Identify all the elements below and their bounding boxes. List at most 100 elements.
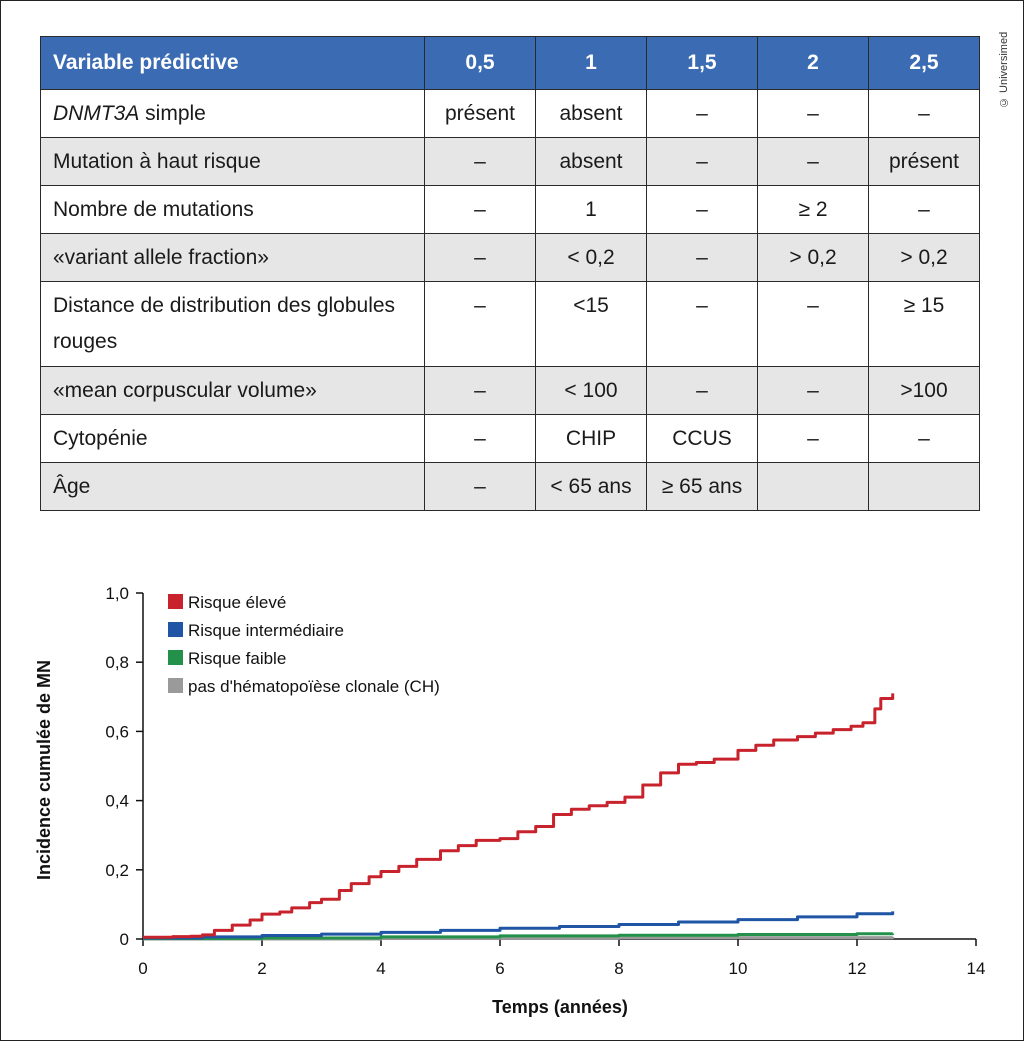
table-row: DNMT3A simple présent absent – – – bbox=[40, 89, 980, 138]
row-label: Nombre de mutations bbox=[40, 185, 425, 234]
y-tick-label: 0,2 bbox=[105, 861, 129, 880]
series-line-0 bbox=[143, 693, 895, 939]
table-cell: – bbox=[646, 137, 758, 186]
row-label: «mean corpuscular volume» bbox=[40, 366, 425, 415]
x-tick-label: 0 bbox=[138, 959, 147, 978]
table-cell: présent bbox=[424, 89, 536, 138]
y-tick-label: 0,4 bbox=[105, 792, 129, 811]
table-cell: CHIP bbox=[535, 414, 647, 463]
row-label-text: Distance de distribution des globules ro… bbox=[53, 294, 396, 353]
table-row: Âge – < 65 ans ≥ 65 ans bbox=[40, 462, 980, 511]
table-cell: – bbox=[868, 185, 980, 234]
table-cell: >100 bbox=[868, 366, 980, 415]
table-row: «mean corpuscular volume» – < 100– – >100 bbox=[40, 366, 980, 415]
x-tick-label: 2 bbox=[257, 959, 266, 978]
row-label-text: Cytopénie bbox=[53, 427, 148, 450]
table-cell: > 0,2 bbox=[757, 233, 869, 282]
header-variable: Variable prédictive bbox=[40, 36, 425, 90]
row-label-text: «mean corpuscular volume» bbox=[53, 379, 317, 402]
legend-swatch bbox=[168, 594, 183, 609]
risk-score-table: Variable prédictive 0,5 1 1,5 2 2,5 DNMT… bbox=[40, 36, 980, 511]
table-cell bbox=[868, 462, 980, 511]
table-cell: – bbox=[868, 414, 980, 463]
table-row: Mutation à haut risque – absent – – présent bbox=[40, 137, 980, 186]
table-cell: – bbox=[424, 414, 536, 463]
legend-label: Risque faible bbox=[188, 649, 286, 668]
table-cell: 1 bbox=[535, 185, 647, 234]
chart-series bbox=[143, 693, 895, 941]
y-tick-label: 0,6 bbox=[105, 722, 129, 741]
legend-swatch bbox=[168, 678, 183, 693]
legend-label: Risque élevé bbox=[188, 593, 286, 612]
row-label: Distance de distribution des globules ro… bbox=[40, 281, 425, 367]
row-label-text: Âge bbox=[53, 475, 91, 498]
table-cell: – bbox=[757, 89, 869, 138]
table-cell: – bbox=[424, 462, 536, 511]
table-cell: – bbox=[424, 366, 536, 415]
table-cell: – bbox=[868, 89, 980, 138]
x-tick-label: 12 bbox=[848, 959, 867, 978]
y-tick-label: 0 bbox=[120, 930, 129, 949]
legend-label: Risque intermédiaire bbox=[188, 621, 344, 640]
table-cell: – bbox=[646, 366, 758, 415]
table-header-row: Variable prédictive 0,5 1 1,5 2 2,5 bbox=[40, 36, 980, 90]
table-row: Nombre de mutations –1– ≥ 2– bbox=[40, 185, 980, 234]
table-cell: – bbox=[757, 281, 869, 367]
row-label-text: Nombre de mutations bbox=[53, 198, 254, 221]
table-cell: > 0,2 bbox=[868, 233, 980, 282]
row-label-text: Mutation à haut risque bbox=[53, 150, 261, 173]
row-label-text: simple bbox=[139, 102, 206, 125]
table-cell: – bbox=[646, 89, 758, 138]
table-cell: absent bbox=[535, 89, 647, 138]
row-label: Âge bbox=[40, 462, 425, 511]
table-cell: – bbox=[757, 366, 869, 415]
row-label-text: «variant allele fraction» bbox=[53, 246, 269, 269]
table-cell: CCUS bbox=[646, 414, 758, 463]
x-tick-label: 8 bbox=[614, 959, 623, 978]
table-cell: – bbox=[646, 233, 758, 282]
x-tick-label: 4 bbox=[376, 959, 385, 978]
chart-axes: 0 2 4 6 8 10 12 14 0 0,2 0,4 0,6 0,8 1,0 bbox=[105, 584, 985, 978]
y-axis-label: Incidence cumulée de MN bbox=[34, 660, 54, 880]
table-cell: – bbox=[757, 137, 869, 186]
x-tick-label: 14 bbox=[967, 959, 986, 978]
x-tick-label: 6 bbox=[495, 959, 504, 978]
table-cell: < 0,2 bbox=[535, 233, 647, 282]
y-tick-label: 1,0 bbox=[105, 584, 129, 603]
legend-swatch bbox=[168, 622, 183, 637]
series-line-2 bbox=[143, 932, 895, 941]
x-axis-label: Temps (années) bbox=[492, 997, 628, 1017]
table-cell: <15 bbox=[535, 281, 647, 367]
table-cell: – bbox=[424, 233, 536, 282]
table-row: Cytopénie – CHIP CCUS – – bbox=[40, 414, 980, 463]
table-cell: – bbox=[424, 137, 536, 186]
table-cell: ≥ 15 bbox=[868, 281, 980, 367]
table-cell bbox=[757, 462, 869, 511]
copyright-notice: © Universimed bbox=[998, 31, 1010, 108]
row-label: «variant allele fraction» bbox=[40, 233, 425, 282]
table-cell: – bbox=[424, 185, 536, 234]
table-cell: – bbox=[646, 185, 758, 234]
header-score: 1 bbox=[535, 36, 647, 90]
table-cell: – bbox=[646, 281, 758, 367]
series-line-1 bbox=[143, 911, 895, 940]
gene-name: DNMT3A bbox=[53, 102, 140, 125]
table-row: «variant allele fraction» – < 0,2– > 0,2 > 0… bbox=[40, 233, 980, 282]
x-tick-label: 10 bbox=[729, 959, 748, 978]
row-label: DNMT3A simple bbox=[40, 89, 425, 138]
header-score: 1,5 bbox=[646, 36, 758, 90]
chart-legend: Risque élevé Risque intermédiaire Risque f… bbox=[168, 593, 440, 696]
table-cell: – bbox=[757, 414, 869, 463]
table-cell: < 100 bbox=[535, 366, 647, 415]
cumulative-incidence-chart: 0 2 4 6 8 10 12 14 0 0,2 0,4 0,6 0,8 1,0 Risque élevé… bbox=[34, 584, 985, 1017]
table-cell: ≥ 65 ans bbox=[646, 462, 758, 511]
row-label: Mutation à haut risque bbox=[40, 137, 425, 186]
table-cell: ≥ 2 bbox=[757, 185, 869, 234]
legend-swatch bbox=[168, 650, 183, 665]
table-cell: présent bbox=[868, 137, 980, 186]
row-label: Cytopénie bbox=[40, 414, 425, 463]
y-tick-label: 0,8 bbox=[105, 653, 129, 672]
table-cell: absent bbox=[535, 137, 647, 186]
header-score: 0,5 bbox=[424, 36, 536, 90]
table-row: Distance de distribution des globules ro… bbox=[40, 281, 980, 367]
